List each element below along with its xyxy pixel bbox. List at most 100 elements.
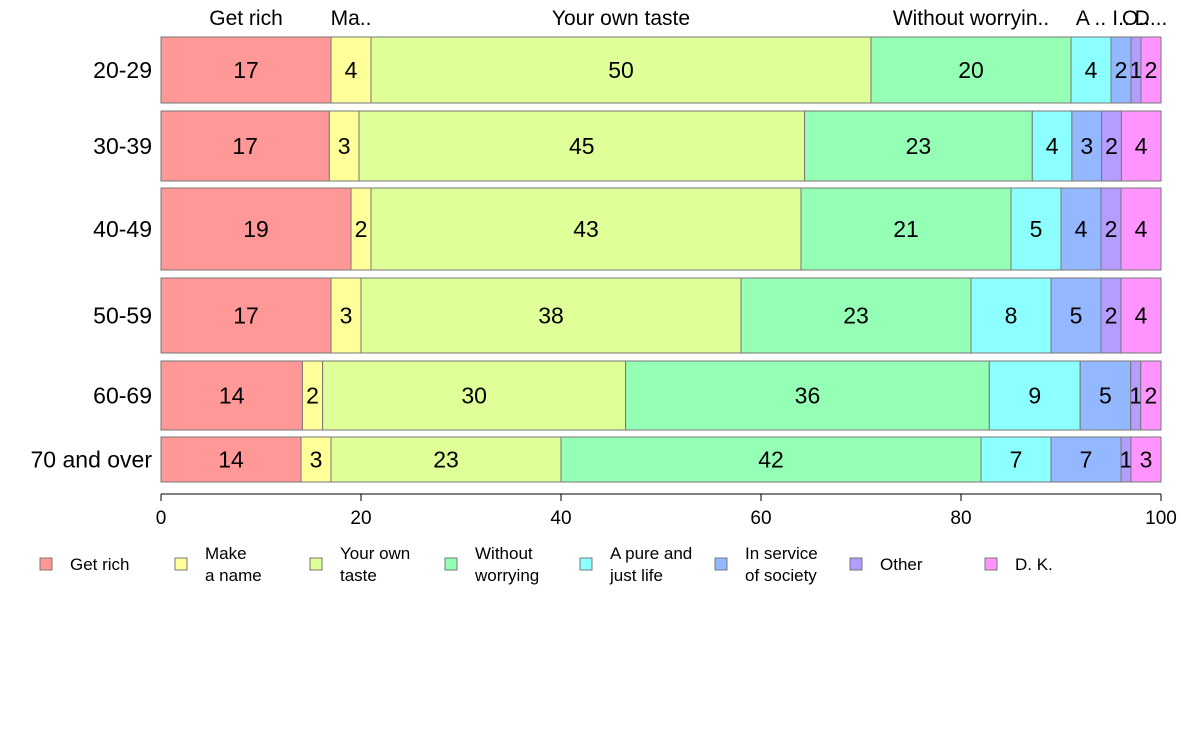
bar-value-label: 2 — [1105, 303, 1118, 329]
bar-segment — [1050, 277, 1102, 354]
legend-label: A pure and — [610, 544, 692, 563]
x-tick-label: 40 — [550, 508, 571, 529]
bar-segment — [160, 110, 330, 182]
bar-value-label: 17 — [233, 57, 259, 83]
bar-segment — [322, 360, 627, 431]
bar-value-label: 17 — [232, 133, 258, 159]
bar-segment — [160, 277, 332, 354]
bar-value-label: 19 — [243, 216, 269, 242]
legend-label: a name — [205, 566, 262, 585]
x-tick-label: 0 — [156, 508, 167, 529]
bar-value-label: 43 — [573, 216, 599, 242]
bar-segment — [1031, 110, 1073, 182]
category-label: 40-49 — [93, 216, 152, 242]
bar-segment — [988, 360, 1081, 431]
x-tick-label: 100 — [1145, 508, 1177, 529]
bar-value-label: 23 — [433, 447, 459, 473]
bar-value-label: 8 — [1005, 303, 1018, 329]
bar-value-label: 4 — [1135, 133, 1148, 159]
legend-label: Without — [475, 544, 533, 563]
bar-segment — [358, 110, 806, 182]
x-tick-label: 20 — [350, 508, 371, 529]
bar-value-label: 5 — [1030, 216, 1043, 242]
category-label: 20-29 — [93, 57, 152, 83]
legend-swatch — [309, 557, 323, 571]
top-series-label: Without worryin.. — [893, 7, 1049, 30]
legend-label: In service — [745, 544, 818, 563]
bar-value-label: 5 — [1070, 303, 1083, 329]
bar-value-label: 17 — [233, 303, 259, 329]
bar-segment — [800, 187, 1012, 271]
bar-value-label: 4 — [1075, 216, 1088, 242]
bar-segment — [980, 436, 1052, 483]
bar-value-label: 4 — [345, 57, 358, 83]
bar-segment — [1120, 187, 1162, 271]
bar-value-label: 38 — [538, 303, 564, 329]
bar-value-label: 42 — [758, 447, 784, 473]
bar-segment — [560, 436, 982, 483]
bar-value-label: 36 — [795, 383, 821, 409]
bar-segment — [370, 36, 872, 104]
legend-label: D. K. — [1015, 555, 1053, 574]
bar-segment — [1050, 436, 1122, 483]
legend-swatch — [444, 557, 458, 571]
legend-swatch — [39, 557, 53, 571]
top-series-label: Get rich — [209, 7, 283, 30]
bar-value-label: 2 — [306, 383, 319, 409]
bar-segment — [1060, 187, 1102, 271]
category-label: 30-39 — [93, 133, 152, 159]
legend-label: of society — [745, 566, 817, 585]
bar-segment — [160, 36, 332, 104]
bar-segment — [330, 36, 372, 104]
bar-value-label: 3 — [340, 303, 353, 329]
bar-segment — [1010, 187, 1062, 271]
bar-value-label: 30 — [461, 383, 487, 409]
bar-segment — [970, 277, 1052, 354]
bar-value-label: 7 — [1010, 447, 1023, 473]
bar-value-label: 2 — [1105, 133, 1118, 159]
bar-segment — [160, 187, 352, 271]
bar-value-label: 20 — [958, 57, 984, 83]
bar-value-label: 4 — [1135, 303, 1148, 329]
bar-value-label: 1 — [1130, 57, 1143, 83]
top-series-label: Your own taste — [552, 7, 690, 30]
bar-value-label: 2 — [1145, 383, 1158, 409]
bar-segment — [160, 436, 302, 483]
bar-segment — [804, 110, 1033, 182]
top-series-label: A .. — [1076, 7, 1106, 30]
bar-value-label: 5 — [1099, 383, 1112, 409]
legend-swatch — [984, 557, 998, 571]
bar-value-label: 50 — [608, 57, 634, 83]
bar-segment — [1140, 36, 1162, 104]
bar-value-label: 3 — [310, 447, 323, 473]
bar-value-label: 9 — [1028, 383, 1041, 409]
legend-label: Make — [205, 544, 247, 563]
bar-value-label: 1 — [1120, 447, 1133, 473]
bar-segment — [740, 277, 972, 354]
bar-segment — [1070, 36, 1112, 104]
bar-value-label: 3 — [338, 133, 351, 159]
bar-segment — [330, 277, 362, 354]
bar-value-label: 2 — [1145, 57, 1158, 83]
bar-value-label: 4 — [1046, 133, 1059, 159]
category-label: 60-69 — [93, 383, 152, 409]
bar-value-label: 21 — [893, 216, 919, 242]
bar-value-label: 2 — [355, 216, 368, 242]
legend-label: Your own — [340, 544, 410, 563]
legend-swatch — [174, 557, 188, 571]
bar-value-label: 7 — [1080, 447, 1093, 473]
bar-segment — [625, 360, 990, 431]
bar-value-label: 1 — [1129, 383, 1142, 409]
legend-label: taste — [340, 566, 377, 585]
bar-segment — [370, 187, 802, 271]
bar-segment — [1071, 110, 1103, 182]
category-label: 70 and over — [31, 447, 153, 473]
bar-value-label: 14 — [218, 447, 244, 473]
bar-segment — [360, 277, 742, 354]
bar-value-label: 2 — [1105, 216, 1118, 242]
top-series-label: Ma.. — [331, 7, 372, 30]
bar-segment — [870, 36, 1072, 104]
legend-label: Get rich — [70, 555, 130, 574]
